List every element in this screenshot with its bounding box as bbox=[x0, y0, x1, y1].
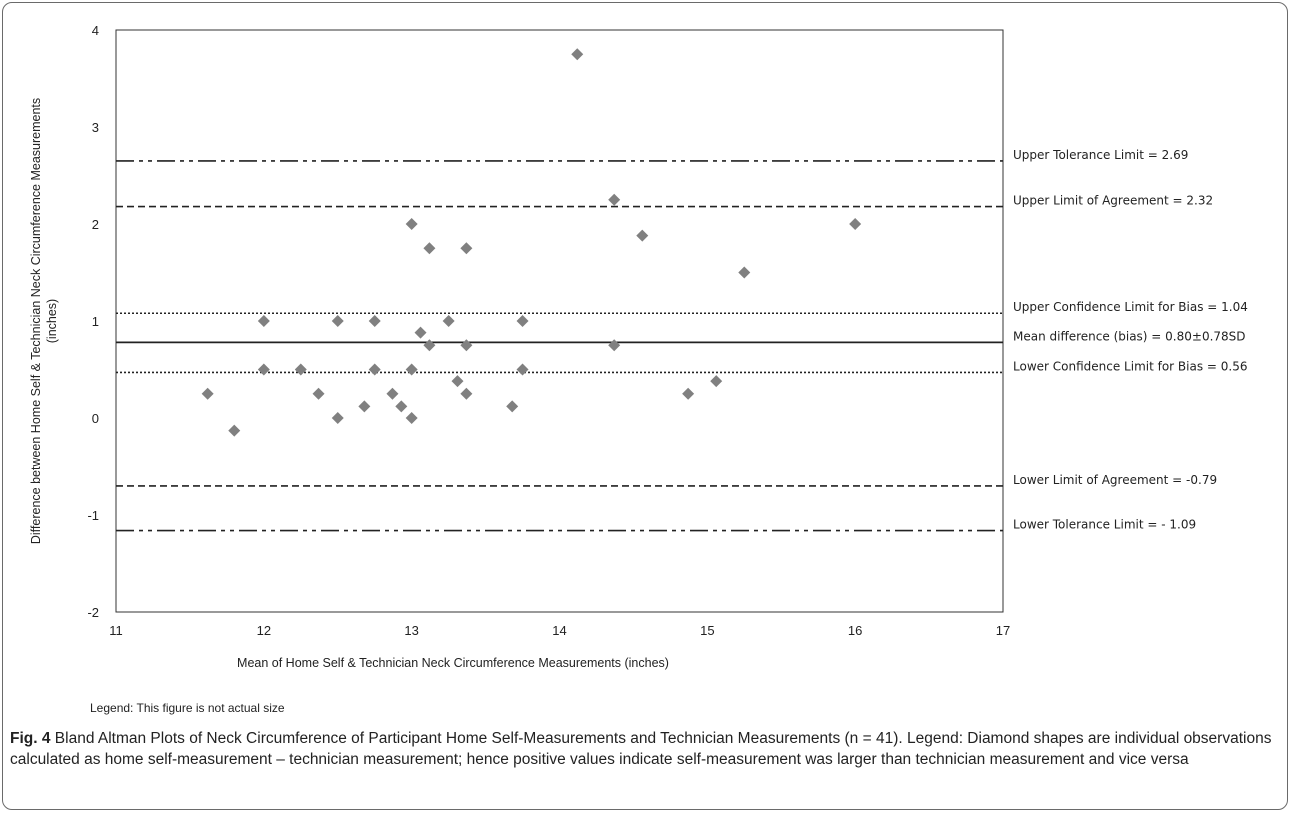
data-point bbox=[460, 387, 473, 400]
figure-label: Fig. 4 bbox=[10, 730, 51, 747]
plot-area bbox=[115, 29, 1004, 613]
data-point bbox=[608, 193, 621, 206]
y-tick-label: 0 bbox=[92, 411, 99, 426]
data-point bbox=[682, 387, 695, 400]
data-point bbox=[405, 412, 418, 424]
data-point bbox=[460, 242, 473, 255]
data-point bbox=[423, 242, 436, 255]
x-tick-label: 15 bbox=[700, 623, 714, 638]
data-point bbox=[738, 266, 751, 279]
y-tick-label: 3 bbox=[92, 120, 99, 135]
y-axis-title: Difference between Home Self & Technicia… bbox=[29, 98, 59, 544]
data-point bbox=[257, 363, 270, 376]
reference-line-labels: Upper Tolerance Limit = 2.69 Upper Limit … bbox=[1013, 148, 1248, 532]
reference-line-label: Upper Confidence Limit for Bias = 1.04 bbox=[1013, 300, 1248, 314]
data-point bbox=[849, 218, 862, 230]
y-tick-label: -1 bbox=[87, 508, 99, 523]
x-tick-label: 13 bbox=[404, 623, 418, 638]
x-tick-label: 12 bbox=[257, 623, 271, 638]
data-point bbox=[571, 48, 584, 61]
data-point bbox=[228, 424, 241, 437]
data-point bbox=[442, 315, 455, 327]
x-tick-label: 11 bbox=[109, 623, 123, 638]
data-point bbox=[358, 400, 371, 413]
y-axis-title-line: Difference between Home Self & Technicia… bbox=[29, 98, 43, 544]
reference-line-label: Upper Tolerance Limit = 2.69 bbox=[1013, 148, 1188, 162]
reference-line-label: Lower Limit of Agreement = -0.79 bbox=[1013, 473, 1217, 487]
data-point bbox=[386, 387, 399, 400]
reference-line-label: Mean difference (bias) = 0.80±0.78SD bbox=[1013, 329, 1246, 343]
data-point bbox=[294, 363, 307, 376]
data-point bbox=[201, 387, 214, 400]
caption-text: Bland Altman Plots of Neck Circumference… bbox=[10, 730, 1272, 768]
data-point bbox=[636, 229, 649, 242]
data-point bbox=[368, 315, 381, 327]
x-tick-label: 14 bbox=[552, 623, 566, 638]
reference-lines bbox=[116, 160, 1003, 532]
data-point bbox=[423, 339, 436, 352]
data-point bbox=[312, 387, 325, 400]
data-point bbox=[395, 400, 408, 413]
data-point bbox=[405, 363, 418, 376]
data-points bbox=[201, 48, 862, 437]
data-point bbox=[516, 363, 529, 376]
data-point bbox=[506, 400, 519, 413]
data-point bbox=[516, 315, 529, 327]
data-point bbox=[451, 375, 464, 388]
reference-line-label: Lower Tolerance Limit = - 1.09 bbox=[1013, 518, 1196, 532]
x-axis-title: Mean of Home Self & Technician Neck Circ… bbox=[237, 656, 669, 670]
reference-line-label: Lower Confidence Limit for Bias = 0.56 bbox=[1013, 359, 1248, 373]
y-axis-ticks: 4 3 2 1 0 -1 -2 bbox=[87, 23, 99, 620]
data-point bbox=[710, 375, 723, 388]
data-point bbox=[368, 363, 381, 376]
y-tick-label: 2 bbox=[92, 217, 99, 232]
data-point bbox=[331, 412, 344, 424]
figure-note: Legend: This figure is not actual size bbox=[90, 701, 285, 715]
x-tick-label: 17 bbox=[996, 623, 1010, 638]
figure-caption: Fig. 4 Bland Altman Plots of Neck Circum… bbox=[10, 728, 1280, 770]
y-tick-label: 4 bbox=[92, 23, 99, 38]
x-axis-ticks: 11 12 13 14 15 16 17 bbox=[109, 623, 1010, 638]
data-point bbox=[414, 326, 427, 339]
bland-altman-chart: 11 12 13 14 15 16 17 4 3 2 1 0 -1 -2 Upper Tolerance… bbox=[29, 23, 1248, 670]
data-point bbox=[608, 339, 621, 352]
data-point bbox=[405, 218, 418, 230]
y-tick-label: -2 bbox=[87, 605, 99, 620]
x-tick-label: 16 bbox=[848, 623, 862, 638]
data-point bbox=[331, 315, 344, 327]
data-point bbox=[460, 339, 473, 352]
y-tick-label: 1 bbox=[92, 314, 99, 329]
reference-line-label: Upper Limit of Agreement = 2.32 bbox=[1013, 194, 1213, 208]
data-point bbox=[257, 315, 270, 327]
y-axis-title-line: (inches) bbox=[45, 299, 59, 343]
